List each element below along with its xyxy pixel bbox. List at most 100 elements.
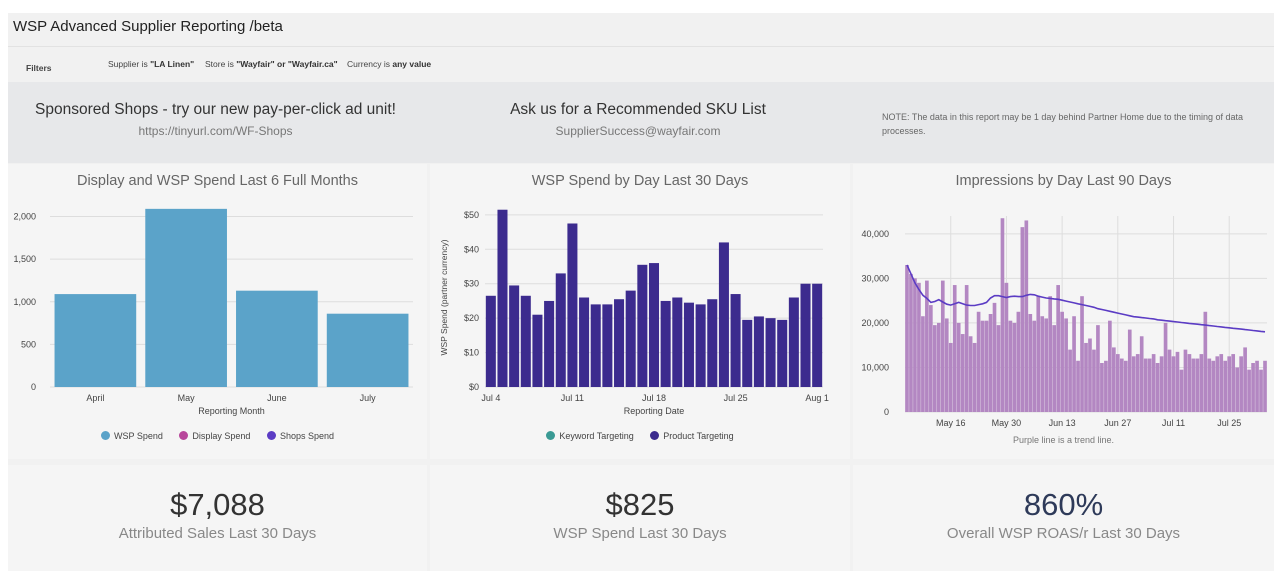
legend-label: Product Targeting (663, 431, 734, 441)
bar (1243, 347, 1247, 412)
bar (730, 294, 741, 387)
y-axis-title: WSP Spend (partner currency) (439, 239, 449, 355)
bar (1100, 363, 1104, 412)
y-tick-label: $50 (464, 210, 479, 220)
x-tick-label: April (86, 393, 104, 403)
bar (952, 285, 957, 412)
filter-chip-currency[interactable]: Currency is any value (347, 59, 431, 69)
x-tick-label: Jun 27 (1104, 418, 1131, 428)
bar (988, 314, 993, 412)
y-tick-label: $0 (469, 382, 479, 392)
daily-spend-panel: WSP Spend by Day Last 30 Days $0 $10 $20 $3… (430, 164, 850, 459)
filter-chip-supplier[interactable]: Supplier is "LA Linen" (108, 59, 194, 69)
legend-item-product[interactable]: Product Targeting (650, 431, 734, 441)
impressions-chart: 0 10,000 20,000 30,000 40,000 May 16 May 30 Jun… (861, 216, 1267, 428)
filter-value: "Wayfair" or "Wayfair.ca" (236, 59, 338, 69)
bar (1247, 369, 1251, 412)
bar (742, 319, 753, 387)
legend-dot (546, 431, 556, 440)
x-axis-title: Reporting Date (624, 406, 685, 416)
bar (625, 290, 636, 387)
bar (54, 294, 137, 387)
bar (1028, 314, 1033, 412)
filter-field: Supplier (108, 59, 140, 69)
bar (1151, 354, 1156, 412)
x-tick-label: May (178, 393, 196, 403)
bar (1044, 318, 1049, 412)
bar (1012, 322, 1017, 412)
bar (1056, 285, 1060, 412)
legend-item-wsp[interactable]: WSP Spend (101, 431, 163, 441)
legend-label: Keyword Targeting (559, 431, 634, 441)
y-tick-label: 10,000 (861, 362, 889, 372)
legend-label: Shops Spend (279, 431, 334, 441)
promo-heading: Sponsored Shops - try our new pay-per-cl… (35, 101, 396, 118)
bar (948, 342, 953, 412)
bar (960, 334, 965, 412)
bar (532, 314, 543, 387)
bar (614, 299, 625, 387)
bar (695, 304, 706, 387)
bar (567, 223, 578, 387)
trend-line (906, 264, 1266, 333)
bar (972, 342, 977, 412)
bar (753, 316, 764, 387)
bar (236, 290, 318, 387)
legend-label: WSP Spend (114, 431, 163, 441)
bar (544, 300, 555, 387)
x-tick-label: July (360, 393, 377, 403)
bar (555, 273, 566, 387)
legend-item-shops[interactable]: Shops Spend (266, 431, 334, 441)
bar (1060, 311, 1064, 412)
bar (984, 320, 989, 412)
bar (1096, 325, 1100, 412)
filter-chip-store[interactable]: Store is "Wayfair" or "Wayfair.ca" (205, 59, 338, 69)
bar (1064, 318, 1068, 412)
y-tick-label: 500 (21, 339, 36, 349)
bar (145, 208, 227, 387)
bar (1072, 316, 1076, 412)
bar (1135, 354, 1140, 412)
monthly-spend-panel: Display and WSP Spend Last 6 Full Months… (8, 164, 427, 459)
bar (1004, 282, 1009, 412)
legend-item-display[interactable]: Display Spend (179, 431, 250, 441)
bar (1231, 354, 1236, 412)
bar (1155, 363, 1160, 412)
bar (925, 280, 929, 412)
bar (1259, 369, 1263, 412)
x-tick-label: Jul 11 (561, 393, 584, 403)
bar (929, 305, 933, 412)
bar (509, 285, 520, 387)
legend-item-keyword[interactable]: Keyword Targeting (546, 431, 634, 441)
bar (788, 297, 799, 387)
impressions-panel: Impressions by Day Last 90 Days 0 10,000 2… (853, 164, 1274, 459)
bar (1080, 296, 1084, 412)
bar (933, 325, 937, 412)
bar (1251, 363, 1255, 412)
x-tick-label: Jul 4 (481, 393, 500, 403)
bar (980, 320, 985, 412)
bar (921, 316, 925, 412)
bar (1024, 220, 1029, 412)
chart-title: WSP Spend by Day Last 30 Days (531, 173, 749, 189)
legend-dot (650, 431, 660, 440)
data-delay-note: NOTE: The data in this report may be 1 d… (882, 112, 1244, 136)
bar (1076, 360, 1080, 412)
bar (1159, 356, 1164, 412)
bar (1139, 336, 1144, 412)
filter-op: is (141, 59, 148, 69)
bar (520, 295, 531, 387)
bar (765, 318, 776, 387)
kpi-value: $7,088 (170, 487, 265, 522)
report-canvas: WSP Advanced Supplier Reporting /beta Fi… (8, 13, 1274, 571)
promo-link[interactable]: https://tinyurl.com/WF-Shops (138, 124, 293, 138)
y-tick-label: $40 (464, 244, 479, 254)
bar (485, 295, 496, 387)
x-tick-label: Aug 1 (805, 393, 829, 403)
x-tick-label: Jun 13 (1049, 418, 1076, 428)
sponsored-shops-promo: Sponsored Shops - try our new pay-per-cl… (28, 101, 403, 138)
bar (1108, 320, 1112, 412)
y-tick-label: 1,500 (13, 254, 36, 264)
promo-email[interactable]: SupplierSuccess@wayfair.com (555, 124, 721, 138)
bar (1207, 358, 1212, 412)
